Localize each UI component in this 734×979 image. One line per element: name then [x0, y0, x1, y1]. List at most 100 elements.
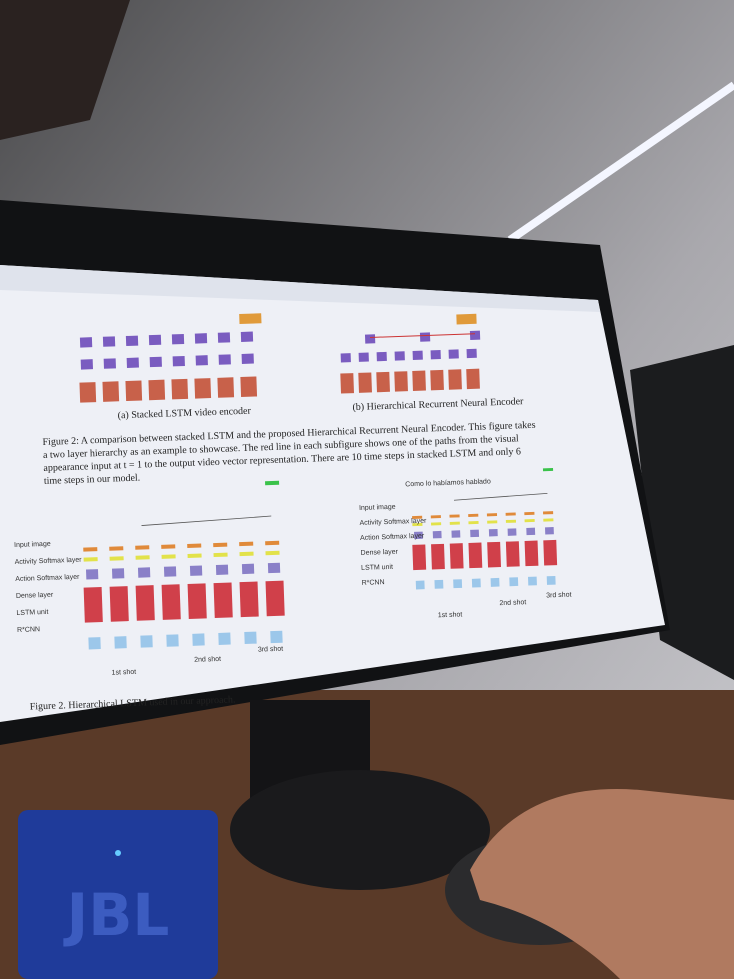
action-softmax — [486, 513, 498, 517]
lstm-unit — [218, 354, 231, 365]
cnn-block — [217, 377, 235, 398]
rcnn-block — [135, 585, 155, 621]
action-softmax — [265, 540, 280, 546]
input-image — [434, 579, 444, 589]
cnn-block — [240, 376, 258, 398]
dense-layer — [431, 522, 442, 526]
dense-layer — [487, 520, 498, 524]
legend-label: Activity Softmax layer — [359, 518, 427, 527]
rcnn-block — [505, 541, 520, 567]
action-softmax — [135, 545, 150, 550]
output-block — [456, 313, 477, 325]
action-softmax — [468, 513, 479, 518]
dense-layer — [239, 551, 254, 557]
cnn-block — [102, 381, 120, 402]
lstm-unit — [466, 348, 477, 359]
input-image — [114, 636, 127, 649]
lstm-unit — [111, 568, 125, 579]
cnn-block — [430, 369, 444, 391]
cnn-block — [194, 378, 212, 399]
cnn-block — [376, 371, 390, 393]
dense-layer — [187, 553, 202, 558]
input-image — [218, 632, 231, 645]
cnn-block — [125, 380, 143, 402]
action-softmax — [213, 542, 228, 548]
lstm-unit — [85, 569, 99, 580]
ceiling-light — [507, 81, 734, 244]
legend-label: LSTM unit — [361, 564, 393, 572]
monitor-base — [230, 770, 490, 890]
lstm-unit — [470, 529, 480, 538]
lstm-unit — [376, 351, 387, 362]
output-block — [239, 313, 262, 325]
dense-layer — [135, 555, 150, 560]
legend-label: Input image — [359, 504, 396, 512]
input-image — [471, 578, 481, 588]
rcnn-block — [487, 541, 502, 568]
action-softmax — [505, 512, 516, 516]
action-softmax — [449, 514, 460, 518]
caption-line: time steps in our model. — [44, 473, 141, 487]
action-softmax — [543, 511, 554, 515]
input-image — [244, 631, 257, 645]
rcnn-block — [449, 543, 464, 569]
lstm-unit — [80, 359, 94, 370]
lstm-unit — [149, 356, 162, 368]
lstm-unit — [419, 332, 431, 342]
lstm-unit — [195, 355, 208, 366]
diagrams — [79, 313, 558, 650]
input-image — [490, 577, 500, 587]
cnn-block — [448, 369, 462, 390]
input-image — [546, 575, 556, 585]
rcnn-block — [431, 543, 445, 570]
shot-label: 2nd shot — [194, 656, 221, 664]
legend-label: Input image — [14, 541, 51, 549]
action-softmax — [161, 544, 176, 549]
input-image — [509, 577, 519, 587]
legend-label: LSTM unit — [16, 609, 48, 617]
lstm-unit — [189, 565, 203, 576]
lstm-unit — [215, 564, 229, 575]
dense-layer — [412, 522, 423, 527]
dense-layer — [83, 557, 98, 562]
action-softmax — [187, 543, 202, 548]
lstm-unit — [448, 349, 459, 359]
activity-softmax — [542, 467, 554, 472]
lstm-unit — [241, 563, 255, 575]
input-image — [166, 634, 179, 647]
legend-label: Action Softmax layer — [360, 533, 425, 542]
lstm-unit — [488, 528, 498, 537]
lstm-unit — [172, 355, 185, 367]
lstm-unit — [137, 567, 151, 578]
cnn-block — [394, 371, 408, 392]
rcnn-block — [83, 586, 103, 623]
lstm-unit — [171, 333, 185, 345]
lstm-unit — [267, 562, 281, 574]
speaker — [18, 810, 218, 979]
lstm-unit — [507, 528, 517, 536]
input-image — [415, 580, 425, 590]
lstm-unit — [358, 352, 369, 362]
input-image — [192, 633, 205, 646]
rcnn-block — [109, 586, 129, 622]
cnn-block — [412, 370, 426, 392]
lstm-unit — [469, 330, 481, 340]
legend-label: Dense layer — [16, 592, 54, 600]
lstm-unit — [240, 331, 254, 342]
lstm-unit — [394, 351, 405, 361]
speaker-brand: JBL — [63, 881, 170, 949]
action-softmax — [83, 547, 98, 552]
dense-layer — [505, 519, 517, 523]
lstm-unit — [163, 566, 177, 577]
viewer-toolbar — [0, 265, 600, 312]
action-softmax — [430, 515, 441, 519]
lstm-unit — [432, 530, 442, 539]
input-image — [270, 630, 283, 644]
lstm-unit — [340, 353, 351, 363]
rcnn-block — [239, 581, 259, 618]
shot-label: 3rd shot — [258, 646, 284, 654]
rcnn-block — [524, 540, 539, 567]
lstm-unit — [545, 527, 554, 535]
